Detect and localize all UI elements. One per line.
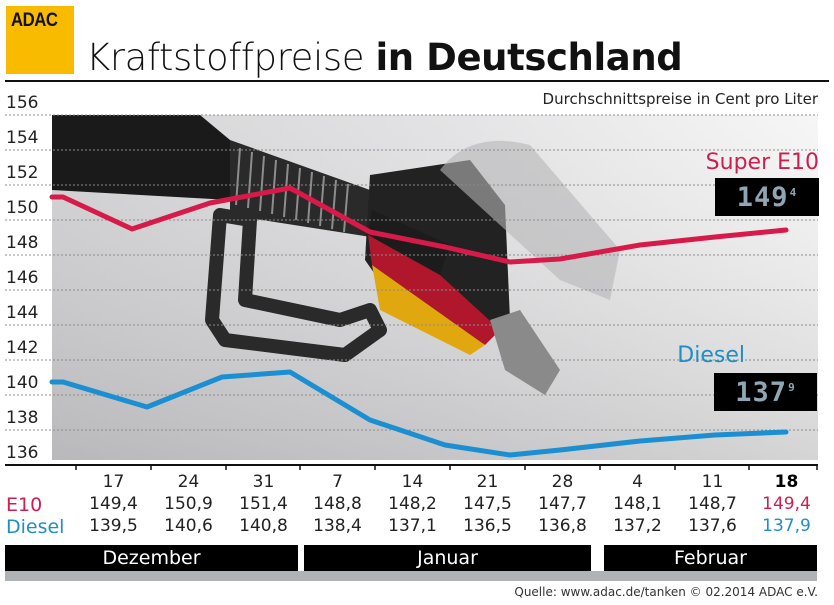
page-title: Kraftstoffpreise in Deutschland — [86, 36, 683, 79]
month-underbar — [5, 571, 817, 581]
e10-cell: 148,2 — [388, 494, 437, 514]
title-divider — [5, 80, 829, 82]
diesel-cell-current: 137,9 — [762, 516, 811, 536]
day-cell: 31 — [252, 472, 275, 492]
y-tick-156: 156 — [6, 93, 39, 113]
source-credit: Quelle: www.adac.de/tanken © 02.2014 ADA… — [514, 585, 818, 599]
e10-price-display: 149 4 — [715, 178, 819, 216]
diesel-cell: 140,6 — [164, 516, 213, 536]
e10-price-decimal: 4 — [789, 185, 798, 199]
e10-line — [49, 185, 789, 265]
day-cell: 17 — [102, 472, 125, 492]
x-ticks — [75, 465, 818, 470]
e10-cell: 148,7 — [688, 494, 737, 514]
y-tick-138: 138 — [6, 408, 39, 428]
e10-cell: 147,5 — [463, 494, 512, 514]
e10-cell: 149,4 — [89, 494, 138, 514]
e10-price-main: 149 — [736, 181, 789, 213]
y-tick-144: 144 — [6, 303, 39, 323]
diesel-cell: 139,5 — [89, 516, 138, 536]
e10-cell: 147,7 — [538, 494, 587, 514]
gridlines — [5, 114, 818, 431]
diesel-cell: 140,8 — [239, 516, 288, 536]
fuel-hose — [52, 115, 230, 200]
adac-logo: ADAC — [6, 6, 74, 74]
y-tick-150: 150 — [6, 198, 39, 218]
day-cell: 4 — [632, 472, 643, 492]
title-light: Kraftstoffpreise — [86, 36, 376, 79]
e10-cell: 148,8 — [313, 494, 362, 514]
day-cell: 14 — [401, 472, 424, 492]
diesel-cell: 136,8 — [538, 516, 587, 536]
flag-gold — [372, 265, 485, 355]
y-tick-140: 140 — [6, 373, 39, 393]
title-bold: in Deutschland — [375, 36, 683, 79]
diesel-cell: 137,1 — [388, 516, 437, 536]
nozzle-trigger — [205, 208, 387, 362]
month-dezember: Dezember — [5, 545, 298, 571]
logo-text: ADAC — [11, 10, 58, 31]
diesel-price-display: 137 9 — [714, 373, 817, 411]
day-cell: 24 — [177, 472, 200, 492]
e10-cell: 150,9 — [164, 494, 213, 514]
chart-subtitle: Durchschnittspreise in Cent pro Liter — [542, 90, 818, 108]
diesel-series-label: Diesel — [677, 343, 745, 368]
diesel-cell: 138,4 — [313, 516, 362, 536]
diesel-price-decimal: 9 — [788, 380, 796, 394]
e10-series-label: Super E10 — [705, 150, 819, 175]
e10-row: E10 149,4 150,9 151,4 148,8 148,2 147,5 … — [0, 494, 834, 516]
e10-row-label: E10 — [6, 494, 43, 516]
y-tick-142: 142 — [6, 338, 39, 358]
diesel-cell: 137,6 — [688, 516, 737, 536]
day-row: 17 24 31 7 14 21 28 4 11 18 — [0, 472, 834, 492]
day-cell: 28 — [551, 472, 574, 492]
diesel-price-main: 137 — [735, 376, 788, 408]
e10-cell-current: 149,4 — [762, 494, 811, 514]
day-cell-current: 18 — [774, 472, 799, 492]
diesel-row: Diesel 139,5 140,6 140,8 138,4 137,1 136… — [0, 516, 834, 538]
day-cell: 21 — [476, 472, 499, 492]
y-tick-136: 136 — [6, 443, 39, 463]
diesel-line — [49, 369, 789, 458]
e10-cell: 148,1 — [613, 494, 662, 514]
diesel-cell: 136,5 — [463, 516, 512, 536]
month-januar: Januar — [304, 545, 591, 571]
y-tick-152: 152 — [6, 163, 39, 183]
nozzle-spout — [490, 310, 560, 395]
diesel-row-label: Diesel — [6, 516, 65, 538]
month-februar: Februar — [604, 545, 817, 571]
flag-black — [368, 210, 450, 275]
e10-cell: 151,4 — [239, 494, 288, 514]
y-tick-154: 154 — [6, 128, 39, 148]
y-tick-148: 148 — [6, 233, 39, 253]
diesel-cell: 137,2 — [613, 516, 662, 536]
day-cell: 7 — [332, 472, 343, 492]
y-tick-146: 146 — [6, 268, 39, 288]
day-cell: 11 — [701, 472, 724, 492]
